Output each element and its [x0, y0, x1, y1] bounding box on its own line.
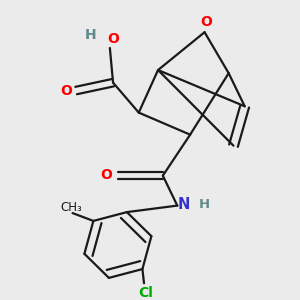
Text: O: O	[60, 83, 72, 98]
Text: Cl: Cl	[138, 286, 153, 300]
Text: O: O	[101, 168, 112, 182]
Text: H: H	[199, 197, 210, 211]
Text: H: H	[85, 28, 96, 42]
Text: N: N	[178, 196, 190, 211]
Text: O: O	[200, 15, 212, 29]
Text: O: O	[107, 32, 119, 46]
Text: CH₃: CH₃	[60, 201, 82, 214]
